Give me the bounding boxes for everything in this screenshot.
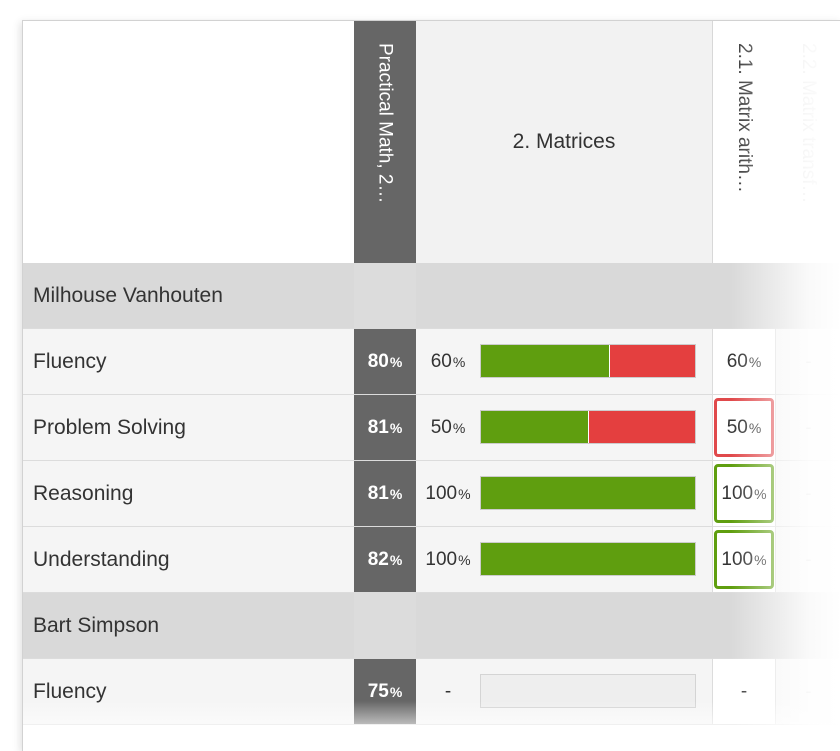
subunit-score-cell-2[interactable]: - [776, 527, 840, 592]
empty-value: - [740, 680, 748, 702]
score-number: 50 [430, 416, 452, 438]
student-name: Bart Simpson [33, 614, 160, 637]
score-number: 100 [425, 482, 458, 504]
course-score-cell[interactable]: 81% [354, 395, 416, 460]
unit-score-value: 100% [416, 461, 480, 526]
score-number: 81 [367, 482, 389, 504]
score-number: 80 [367, 350, 389, 372]
objective-row: Reasoning 81% 100% 100% - [23, 461, 840, 527]
subunit-score-cell-2[interactable]: - [776, 461, 840, 526]
progress-bar-fill [481, 411, 589, 443]
subunit-score-box: - [714, 662, 774, 721]
unit-score-value: 50% [416, 395, 480, 460]
percent-sign: % [748, 353, 762, 370]
score-number: 100 [721, 482, 754, 504]
objective-name: Fluency [33, 680, 107, 703]
empty-value: - [805, 483, 812, 503]
subunit-score-cell-2[interactable]: - [776, 659, 840, 724]
mastery-grid: Practical Math, 2… 2. Matrices 2.1. Matr… [22, 20, 840, 751]
unit-score-value: - [416, 659, 480, 724]
course-score-cell[interactable]: 80% [354, 329, 416, 394]
objective-name: Fluency [33, 350, 107, 373]
unit-progress-bar[interactable] [480, 476, 696, 510]
subunit-score-cell-2[interactable]: - [776, 395, 840, 460]
subunit-score-cell-1[interactable]: 100% [712, 527, 776, 592]
subunit-score-box: 100% [714, 464, 774, 523]
percent-sign: % [748, 419, 762, 436]
percent-sign: % [458, 485, 471, 502]
score-number: 81 [367, 416, 389, 438]
course-column-cell [354, 263, 416, 328]
score-number: 60 [726, 350, 748, 372]
objective-row: Problem Solving 81% 50% 50% - [23, 395, 840, 461]
course-score-cell[interactable]: 81% [354, 461, 416, 526]
objective-row: Fluency 75% - - - [23, 659, 840, 725]
unit-column-title: 2. Matrices [512, 130, 616, 153]
score-number: 82 [367, 548, 389, 570]
percent-sign: % [389, 485, 403, 502]
student-group-row[interactable]: Milhouse Vanhouten [23, 263, 840, 329]
percent-sign: % [452, 419, 466, 436]
percent-sign: % [754, 485, 767, 502]
empty-value: - [805, 681, 812, 701]
unit-progress-bar[interactable] [480, 674, 696, 708]
percent-sign: % [452, 353, 466, 370]
score-number: 100 [721, 548, 754, 570]
progress-bar-fill [481, 543, 695, 575]
percent-sign: % [754, 551, 767, 568]
unit-score-value: 60% [416, 329, 480, 394]
empty-value: - [444, 680, 452, 702]
objective-name: Problem Solving [33, 416, 186, 439]
objective-row: Fluency 80% 60% 60% - [23, 329, 840, 395]
student-group-row[interactable]: Bart Simpson [23, 593, 840, 659]
empty-value: - [805, 351, 812, 371]
subunit-column-header-1[interactable]: 2.1. Matrix arith… [712, 21, 777, 264]
percent-sign: % [389, 353, 403, 370]
subunit-score-cell-1[interactable]: 60% [712, 329, 776, 394]
percent-sign: % [389, 551, 403, 568]
percent-sign: % [389, 683, 403, 700]
course-column-cell [354, 593, 416, 658]
course-column-title: Practical Math, 2… [374, 43, 396, 204]
subunit-score-cell-1[interactable]: 50% [712, 395, 776, 460]
unit-progress-bar[interactable] [480, 410, 696, 444]
progress-bar-fill [481, 477, 695, 509]
unit-progress-bar[interactable] [480, 344, 696, 378]
course-score-cell[interactable]: 75% [354, 659, 416, 724]
objective-name: Reasoning [33, 482, 134, 505]
subunit-score-box: 60% [714, 332, 774, 391]
percent-sign: % [458, 551, 471, 568]
empty-value: - [805, 549, 812, 569]
subunit-column-title-2: 2.2. Matrix transf… [798, 43, 819, 204]
subunit-score-cell-1[interactable]: - [712, 659, 776, 724]
score-number: 75 [367, 680, 389, 702]
subunit-score-box: 100% [714, 530, 774, 589]
student-name: Milhouse Vanhouten [33, 284, 223, 307]
unit-progress-bar[interactable] [480, 542, 696, 576]
subunit-score-box: 50% [714, 398, 774, 457]
unit-score-value: 100% [416, 527, 480, 592]
score-number: 60 [430, 350, 452, 372]
score-number: 50 [726, 416, 748, 438]
header-blank-cell [23, 21, 355, 264]
objective-row: Understanding 82% 100% 100% - [23, 527, 840, 593]
objective-name: Understanding [33, 548, 170, 571]
score-number: 100 [425, 548, 458, 570]
progress-bar-fill [481, 345, 611, 377]
course-column-header[interactable]: Practical Math, 2… [354, 21, 416, 263]
subunit-column-header-2[interactable]: 2.2. Matrix transf… [776, 21, 840, 264]
subunit-column-title-1: 2.1. Matrix arith… [734, 43, 755, 193]
unit-column-header[interactable]: 2. Matrices [416, 21, 712, 264]
subunit-score-cell-2[interactable]: - [776, 329, 840, 394]
percent-sign: % [389, 419, 403, 436]
subunit-score-cell-1[interactable]: 100% [712, 461, 776, 526]
course-score-cell[interactable]: 82% [354, 527, 416, 592]
empty-value: - [805, 417, 812, 437]
